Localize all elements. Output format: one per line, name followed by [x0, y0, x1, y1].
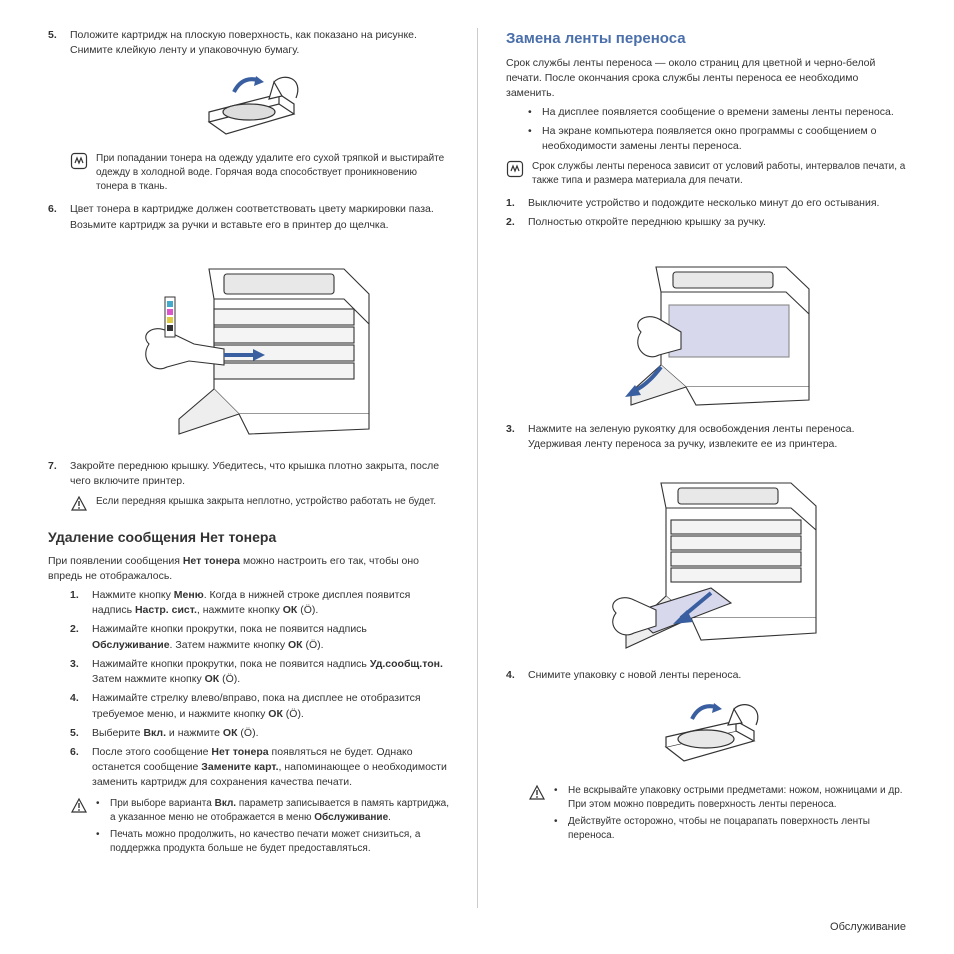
note-toner-clothing: При попадании тонера на одежду удалите е… [70, 152, 449, 194]
figure-cartridge-flat [48, 64, 449, 142]
step-6: 6. Цвет тонера в картридже должен соотве… [48, 202, 449, 232]
warning-text: •Не вскрывайте упаковку острыми предмета… [554, 784, 906, 846]
rstep-1: 1. Выключите устройство и подождите неск… [506, 196, 906, 211]
note-text: Срок службы ленты переноса зависит от ус… [532, 160, 906, 188]
heading-clear-message: Удаление сообщения Нет тонера [48, 527, 449, 547]
intro-text: При появлении сообщения Нет тонера можно… [48, 554, 449, 584]
step-text: Закройте переднюю крышку. Убедитесь, что… [70, 459, 449, 489]
note-icon [506, 160, 526, 178]
rstep-2: 2. Полностью откройте переднюю крышку за… [506, 215, 906, 230]
step-7: 7. Закройте переднюю крышку. Убедитесь, … [48, 459, 449, 489]
warning-icon [528, 784, 548, 802]
warning-icon [70, 495, 90, 513]
step-number: 6. [48, 202, 70, 232]
belt-intro: Срок службы ленты переноса — около стран… [506, 56, 906, 102]
page-footer: Обслуживание [830, 920, 906, 936]
heading-transfer-belt: Замена ленты переноса [506, 28, 906, 50]
step-number: 5. [48, 28, 70, 58]
warning-text: •При выборе варианта Вкл. параметр запис… [96, 797, 449, 859]
step-text: Положите картридж на плоскую поверхность… [70, 28, 449, 58]
figure-open-cover [506, 237, 906, 412]
step-text: Цвет тонера в картридже должен соответст… [70, 202, 449, 232]
substep-4: 4. Нажимайте стрелку влево/вправо, пока … [48, 691, 449, 721]
warning-vkl: •При выборе варианта Вкл. параметр запис… [70, 797, 449, 859]
step-number: 7. [48, 459, 70, 489]
warning-unpack: •Не вскрывайте упаковку острыми предмета… [528, 784, 906, 846]
substep-2: 2. Нажимайте кнопки прокрутки, пока не п… [48, 622, 449, 652]
note-text: При попадании тонера на одежду удалите е… [96, 152, 449, 194]
substep-1: 1. Нажмите кнопку Меню. Когда в нижней с… [48, 588, 449, 618]
step-5: 5. Положите картридж на плоскую поверхно… [48, 28, 449, 58]
warning-text: Если передняя крышка закрыта неплотно, у… [96, 495, 449, 509]
note-belt-life: Срок службы ленты переноса зависит от ус… [506, 160, 906, 188]
rstep-3: 3. Нажмите на зеленую рукоятку для освоб… [506, 422, 906, 452]
belt-bullets: •На дисплее появляется сообщение о време… [506, 105, 906, 154]
right-column: Замена ленты переноса Срок службы ленты … [477, 28, 906, 908]
figure-insert-cartridge [48, 239, 449, 449]
substep-3: 3. Нажимайте кнопки прокрутки, пока не п… [48, 657, 449, 687]
rstep-4: 4. Снимите упаковку с новой ленты перено… [506, 668, 906, 683]
figure-unpack-belt [506, 689, 906, 774]
substep-5: 5. Выберите Вкл. и нажмите ОК (Ö). [48, 726, 449, 741]
note-icon [70, 152, 90, 170]
warning-cover: Если передняя крышка закрыта неплотно, у… [70, 495, 449, 513]
left-column: 5. Положите картридж на плоскую поверхно… [48, 28, 477, 908]
figure-remove-belt [506, 458, 906, 658]
substep-6: 6. После этого сообщение Нет тонера появ… [48, 745, 449, 791]
warning-icon [70, 797, 90, 815]
